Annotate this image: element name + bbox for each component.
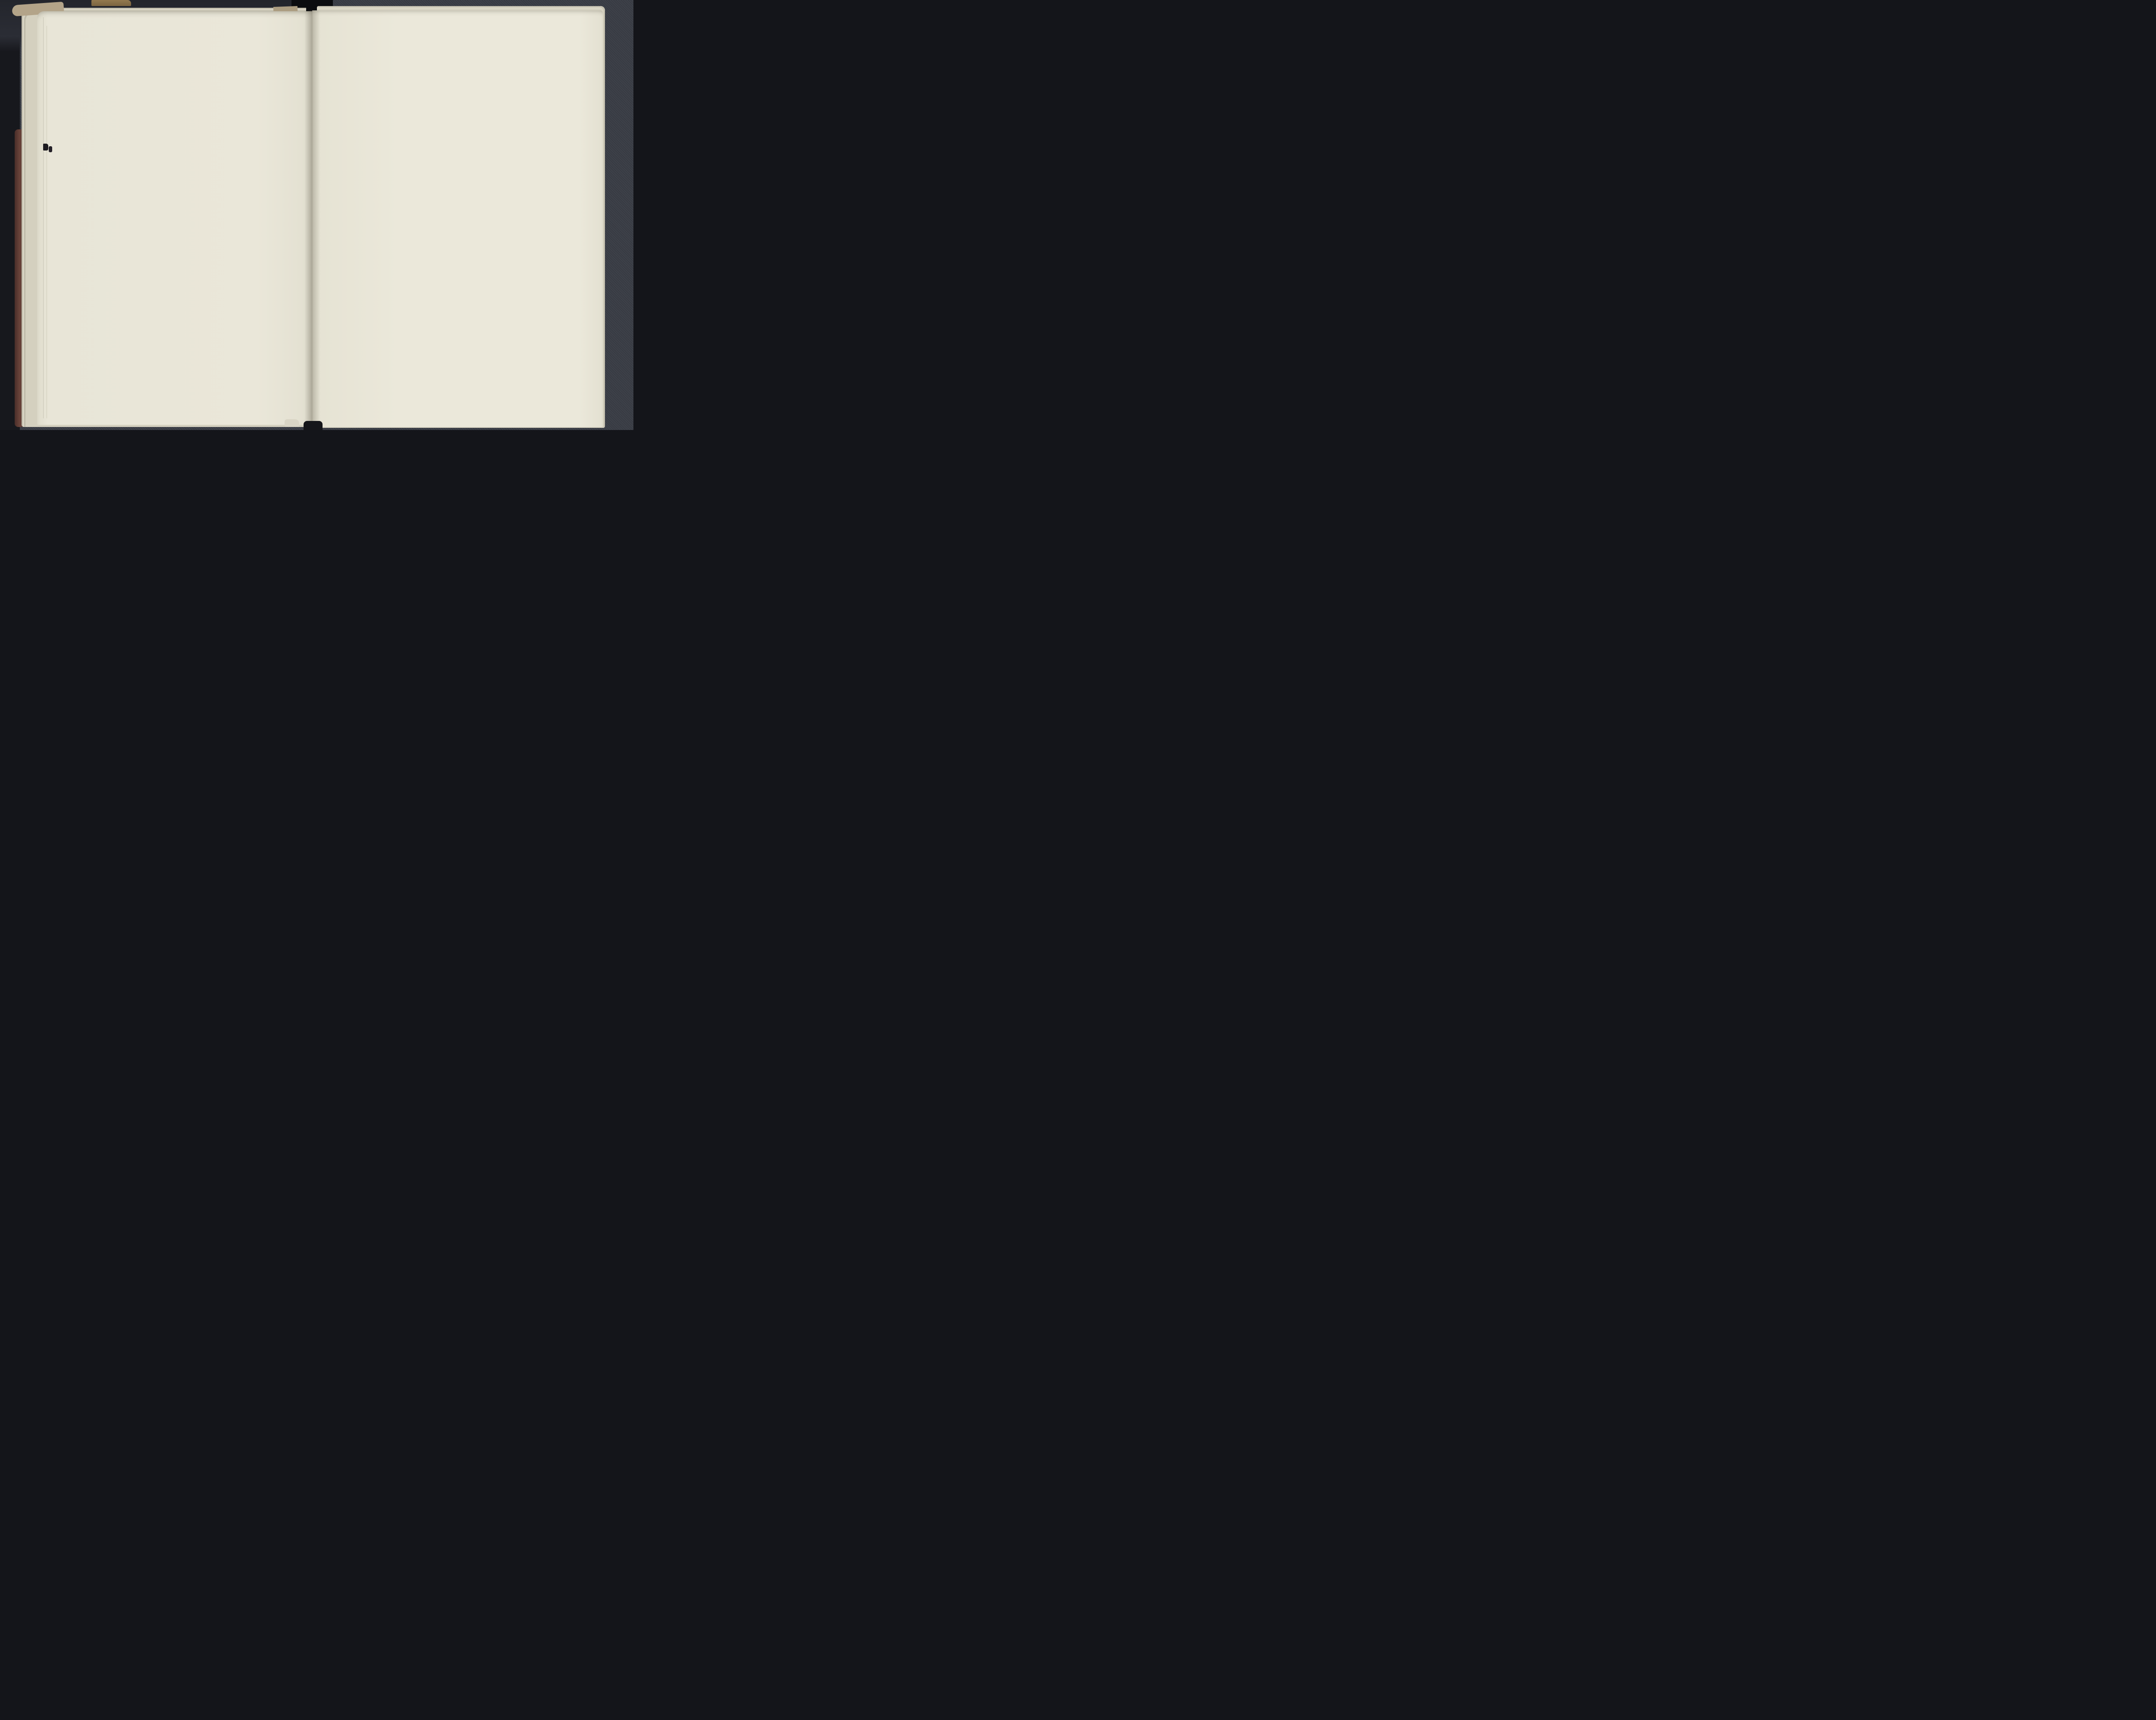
left-page	[37, 11, 312, 425]
gutter-shadow	[304, 10, 320, 427]
ink-blot-left-margin	[49, 146, 52, 152]
right-page	[312, 10, 603, 427]
page-crease-line	[43, 17, 44, 418]
gutter-bottom-notch	[304, 421, 323, 430]
ink-blot-left-margin	[43, 144, 48, 151]
spine-leather-strip	[15, 129, 23, 427]
paper-scrap-top	[91, 0, 131, 6]
book-scan	[0, 0, 633, 430]
torn-paper-bit	[285, 419, 299, 427]
